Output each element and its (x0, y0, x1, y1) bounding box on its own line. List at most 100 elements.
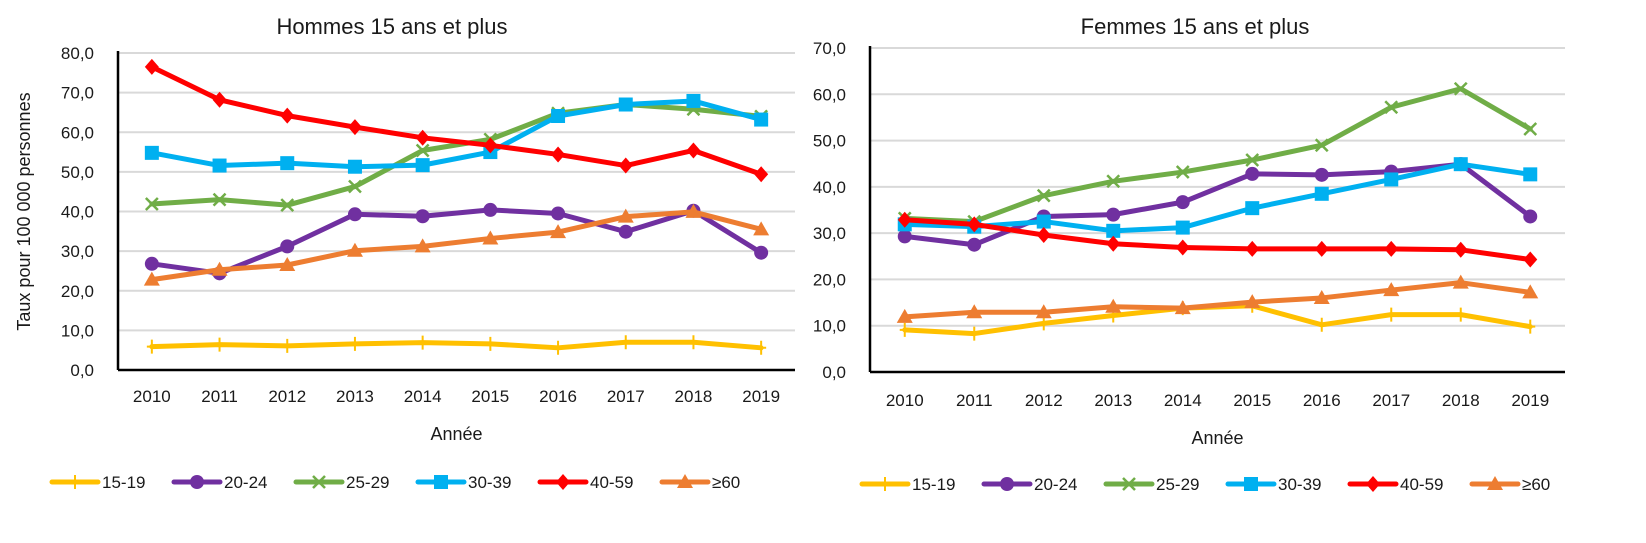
legend-swatch-marker (1122, 477, 1136, 491)
data-point-marker (1452, 274, 1469, 289)
chart-title: Hommes 15 ans et plus (276, 14, 507, 39)
data-point-marker (1314, 138, 1329, 153)
y-tick-label: 10,0 (61, 321, 94, 340)
data-point-marker (1106, 174, 1121, 189)
legend-swatch-marker (312, 475, 326, 489)
data-point-marker (1106, 235, 1121, 252)
data-point-marker (688, 335, 699, 350)
data-point-marker (146, 339, 157, 354)
data-point-marker (414, 238, 431, 253)
data-point-marker (551, 146, 566, 163)
data-point-marker (280, 239, 295, 254)
data-point-marker (1525, 319, 1536, 334)
legend-label: 40-59 (590, 473, 633, 492)
data-point-marker (485, 336, 496, 351)
y-tick-label: 40,0 (813, 178, 846, 197)
data-point-marker (1245, 240, 1260, 257)
data-point-marker (1106, 223, 1121, 238)
data-point-marker (756, 340, 767, 355)
y-tick-label: 50,0 (61, 163, 94, 182)
y-tick-label: 50,0 (813, 132, 846, 151)
x-tick-label: 2019 (742, 387, 780, 406)
legend-swatch-marker (1000, 477, 1014, 491)
data-point-marker (1523, 167, 1538, 182)
x-tick-label: 2013 (1094, 391, 1132, 410)
legend-item: 40-59 (537, 473, 633, 492)
y-tick-label: 0,0 (70, 361, 94, 380)
legend-item: 15-19 (49, 473, 145, 492)
data-point-marker (415, 129, 430, 146)
data-point-marker (1244, 294, 1261, 309)
y-tick-label: 30,0 (813, 224, 846, 243)
y-tick-label: 80,0 (61, 44, 94, 63)
data-point-marker (144, 256, 159, 271)
data-point-marker (1384, 100, 1399, 115)
legend-label: ≥60 (1522, 475, 1550, 494)
data-point-marker (347, 119, 362, 136)
legend-swatch-marker (880, 477, 890, 491)
data-point-marker (1316, 317, 1327, 332)
x-tick-label: 2011 (201, 387, 238, 406)
data-point-marker (143, 271, 160, 286)
data-point-marker (415, 143, 430, 158)
data-point-marker (553, 340, 564, 355)
data-point-marker (1383, 282, 1400, 297)
y-tick-label: 60,0 (61, 123, 94, 142)
data-point-marker (899, 322, 910, 337)
data-point-marker (1314, 167, 1329, 182)
y-tick-label: 60,0 (813, 85, 846, 104)
data-point-marker (212, 91, 227, 108)
series-line (149, 102, 764, 208)
series-line (149, 64, 764, 177)
data-point-marker (1384, 240, 1399, 257)
x-tick-label: 2015 (1233, 391, 1271, 410)
data-point-marker (896, 308, 913, 323)
data-point-marker (686, 142, 701, 159)
series-3039 (897, 157, 1538, 238)
series-line (902, 217, 1533, 263)
x-tick-label: 2017 (1372, 391, 1410, 410)
x-tick-label: 2013 (336, 387, 374, 406)
data-point-marker (1386, 307, 1397, 322)
x-tick-label: 2014 (1164, 391, 1202, 410)
data-point-marker (280, 107, 295, 124)
x-tick-label: 2012 (1025, 391, 1063, 410)
legend-label: 15-19 (912, 475, 955, 494)
data-point-marker (754, 166, 769, 183)
data-point-marker (685, 203, 702, 218)
x-tick-label: 2010 (886, 391, 924, 410)
data-point-marker (214, 337, 225, 352)
data-point-marker (415, 209, 430, 224)
x-tick-label: 2015 (471, 387, 509, 406)
data-point-marker (1313, 289, 1330, 304)
data-point-marker (754, 112, 769, 127)
data-point-marker (1036, 214, 1051, 229)
data-point-marker (620, 335, 631, 350)
series-60 (143, 203, 770, 286)
legend-label: 30-39 (1278, 475, 1321, 494)
data-point-marker (1175, 195, 1190, 210)
legend-label: ≥60 (712, 473, 740, 492)
series-4059 (144, 58, 769, 183)
series-line (902, 86, 1533, 225)
series-4059 (897, 211, 1538, 268)
data-point-marker (1036, 188, 1051, 203)
legend-label: 15-19 (102, 473, 145, 492)
legend-item: 30-39 (415, 473, 511, 492)
data-point-marker (897, 211, 912, 228)
data-point-marker (417, 335, 428, 350)
x-tick-label: 2010 (133, 387, 171, 406)
data-point-marker (1384, 172, 1399, 187)
x-tick-label: 2017 (607, 387, 645, 406)
data-point-marker (346, 242, 363, 257)
data-point-marker (1522, 284, 1539, 299)
data-point-marker (686, 93, 701, 108)
legend-swatch-marker (677, 474, 693, 488)
data-point-marker (753, 221, 770, 236)
data-point-marker (280, 198, 295, 213)
x-tick-label: 2012 (268, 387, 306, 406)
legend-label: 20-24 (1034, 475, 1077, 494)
data-point-marker (967, 237, 982, 252)
chart-title: Femmes 15 ans et plus (1081, 14, 1310, 39)
legend-label: 25-29 (1156, 475, 1199, 494)
